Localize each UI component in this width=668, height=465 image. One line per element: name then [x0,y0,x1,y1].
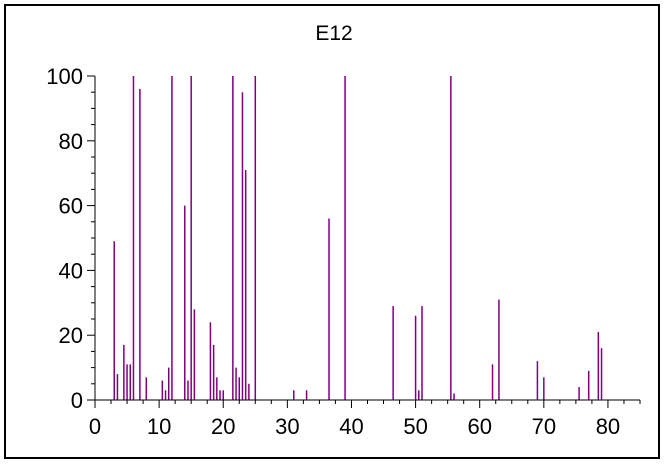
chart-title: E12 [315,22,352,45]
y-ticks: 0 20 40 60 80 100 [46,64,95,413]
x-tick-label: 20 [211,414,235,439]
x-tick-label: 80 [596,414,620,439]
y-tick-label: 60 [59,194,83,219]
x-tick-label: 40 [339,414,363,439]
x-tick-label: 30 [275,414,299,439]
x-tick-label: 0 [89,414,101,439]
y-tick-label: 40 [59,258,83,283]
chart-bars [113,76,603,400]
x-tick-label: 70 [532,414,556,439]
chart-frame [4,4,660,459]
x-tick-label: 50 [403,414,427,439]
chart-axes [94,76,640,401]
y-tick-label: 20 [59,323,83,348]
x-ticks: 0 10 20 30 40 50 60 70 80 [89,400,641,439]
y-tick-label: 0 [71,388,83,413]
y-tick-label: 80 [59,129,83,154]
y-tick-label: 100 [46,64,83,89]
x-tick-label: 10 [147,414,171,439]
x-tick-label: 60 [467,414,491,439]
